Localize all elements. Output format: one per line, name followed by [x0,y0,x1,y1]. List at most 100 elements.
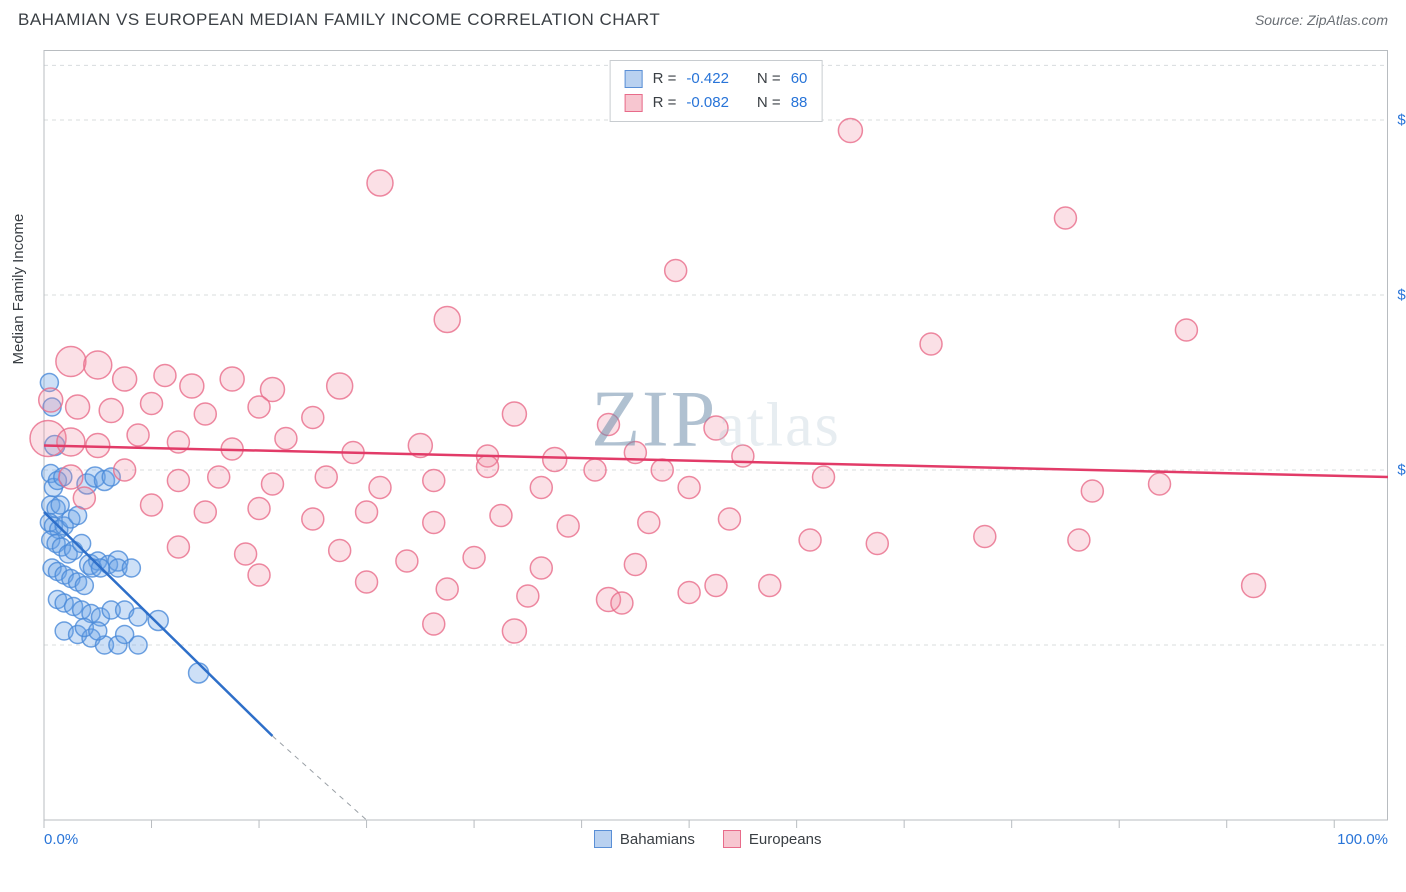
y-tick-label: $150,000 [1396,287,1406,304]
data-point [624,554,646,576]
data-point [611,592,633,614]
y-tick-label: $200,000 [1396,112,1406,129]
data-point [208,466,230,488]
data-point [423,470,445,492]
data-point [248,498,270,520]
data-point [57,428,85,456]
data-point [369,477,391,499]
legend-swatch [723,830,741,848]
stats-legend: R = -0.422 N = 60 R = -0.082 N = 88 [610,60,823,122]
stat-r-label: R = [653,67,677,91]
data-point [248,396,270,418]
data-point [436,578,458,600]
data-point [813,466,835,488]
data-point [974,526,996,548]
data-point [194,403,216,425]
data-point [678,477,700,499]
data-point [302,508,324,530]
stat-n-value: 88 [791,91,808,115]
data-point [704,416,728,440]
stat-n-label: N = [757,91,781,115]
data-point [502,619,526,643]
scatter-plot: ZIPatlas R =-0.422N =60R =-0.082N =88 $5… [44,50,1388,820]
data-point [1242,574,1266,598]
stats-legend-row: R = -0.422 N = 60 [625,67,808,91]
data-point [678,582,700,604]
y-tick-label: $100,000 [1396,462,1406,479]
data-point [665,260,687,282]
data-point [99,399,123,423]
data-point [1175,319,1197,341]
data-point [502,402,526,426]
data-point [141,494,163,516]
data-point [248,564,270,586]
data-point [396,550,418,572]
data-point [66,395,90,419]
data-point [1081,480,1103,502]
data-point [1068,529,1090,551]
data-point [584,459,606,481]
stat-n-label: N = [757,67,781,91]
data-point [84,351,112,379]
data-point [302,407,324,429]
stat-r-label: R = [653,91,677,115]
data-point [557,515,579,537]
data-point [73,487,95,509]
source-label: Source: ZipAtlas.com [1255,12,1388,28]
data-point [235,543,257,565]
data-point [718,508,740,530]
data-point [799,529,821,551]
data-point [180,374,204,398]
data-point [732,445,754,467]
data-point [315,466,337,488]
data-point [759,575,781,597]
stat-r-value: -0.082 [686,91,729,115]
data-point [356,501,378,523]
legend-swatch [625,94,643,112]
data-point [651,459,673,481]
legend-swatch [625,70,643,88]
stat-n-value: 60 [791,67,808,91]
data-point [75,577,93,595]
data-point [423,512,445,534]
data-point [367,170,393,196]
x-min-label: 0.0% [44,831,78,848]
data-point [638,512,660,534]
data-point [1054,207,1076,229]
data-point [705,575,727,597]
data-point [423,613,445,635]
stats-legend-row: R = -0.082 N = 88 [625,91,808,115]
data-point [127,424,149,446]
series-legend-label: Europeans [749,831,822,848]
y-tick-label: $50,000 [1396,637,1406,654]
data-point [490,505,512,527]
data-point [261,473,283,495]
data-point [141,393,163,415]
data-point [597,414,619,436]
x-max-label: 100.0% [1337,831,1388,848]
data-point [530,557,552,579]
data-point [275,428,297,450]
data-point [89,622,107,640]
series-legend: BahamiansEuropeans [594,830,822,848]
data-point [194,501,216,523]
data-point [167,470,189,492]
x-axis-row: 0.0% BahamiansEuropeans 100.0% [44,830,1388,848]
data-point [543,448,567,472]
data-point [434,307,460,333]
y-axis-label: Median Family Income [10,214,27,365]
data-point [39,388,63,412]
data-point [477,456,499,478]
data-point [113,367,137,391]
data-point [356,571,378,593]
chart-title: BAHAMIAN VS EUROPEAN MEDIAN FAMILY INCOM… [18,10,660,30]
data-point [866,533,888,555]
data-point [463,547,485,569]
data-point [329,540,351,562]
data-point [517,585,539,607]
data-point [838,119,862,143]
stat-r-value: -0.422 [686,67,729,91]
data-point [114,459,136,481]
data-point [189,663,209,683]
data-point [56,347,86,377]
